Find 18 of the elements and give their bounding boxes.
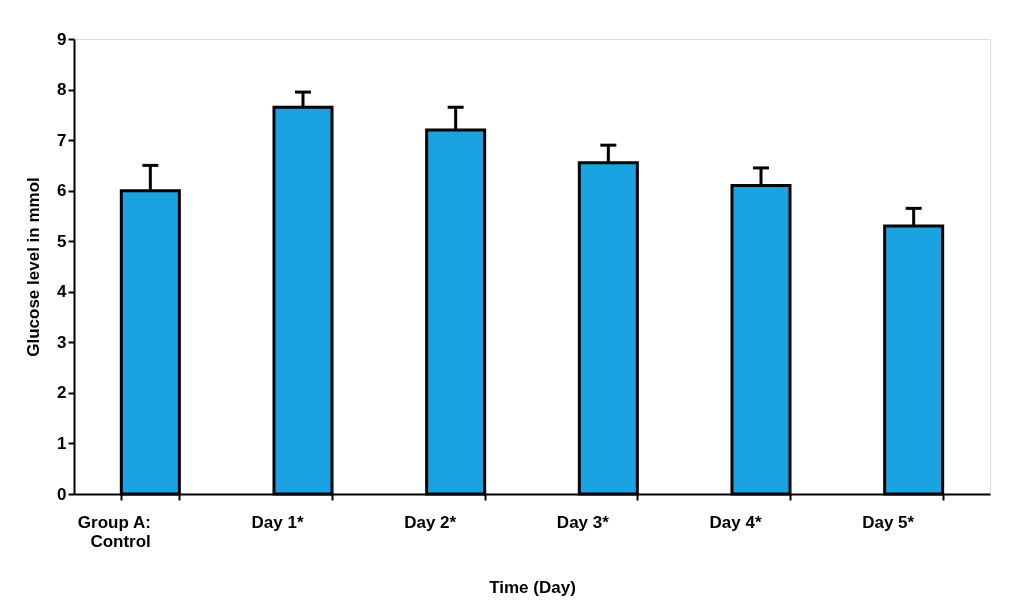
x-tick-label: Day 4* xyxy=(709,512,762,532)
x-tick-label: Day 1* xyxy=(251,512,304,532)
y-axis-title: Glucose level in mmol xyxy=(24,177,44,357)
y-tick-label: 3 xyxy=(57,332,67,352)
y-tick-label: 0 xyxy=(57,484,67,504)
y-tick-label: 9 xyxy=(57,29,67,49)
x-tick-label: Day 2* xyxy=(404,512,457,532)
x-tick-label: Day 3* xyxy=(556,512,610,532)
y-tick-label: 5 xyxy=(57,231,67,251)
x-axis-title: Time (Day) xyxy=(489,577,576,597)
x-tick-label: Day 5* xyxy=(862,512,915,532)
y-tick-label: 8 xyxy=(57,80,67,100)
y-tick-label: 7 xyxy=(57,130,67,150)
x-tick-label: Group A: Control xyxy=(77,512,151,551)
y-tick-label: 4 xyxy=(57,282,68,302)
y-tick-label: 2 xyxy=(57,383,67,403)
y-tick-label: 6 xyxy=(57,181,67,201)
y-tick-label: 1 xyxy=(57,433,67,453)
